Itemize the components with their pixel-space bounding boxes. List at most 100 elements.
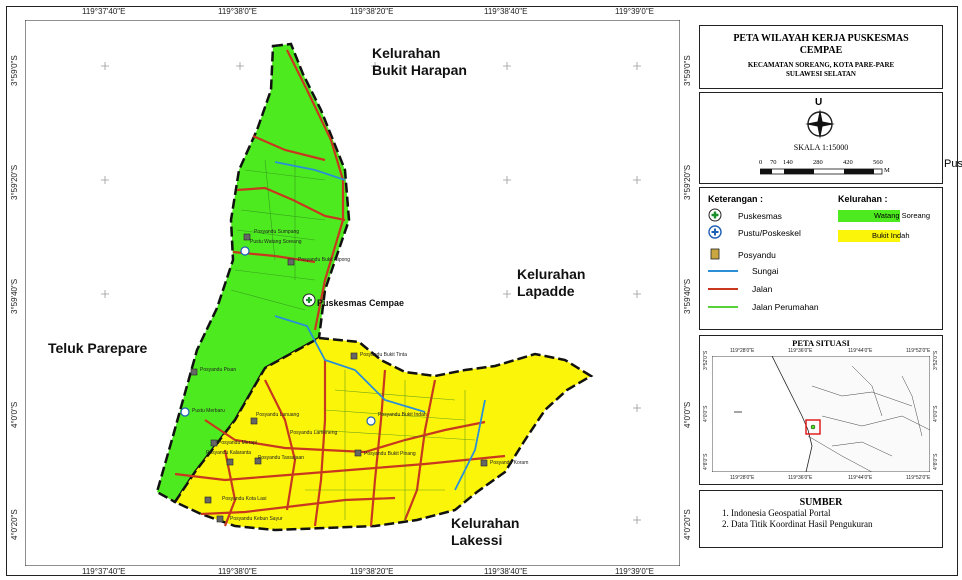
sumber-title: SUMBER [799,497,843,508]
jalan-legend-icon [708,288,738,290]
coord-left-4: 4°0'0"S [10,401,19,428]
label-posyandu: Posyandu Kota Lasi [222,496,267,502]
coord-top-3: 119°38'20"E [350,7,394,16]
legend-keterangan: Keterangan : [708,194,764,204]
scale-panel: U SKALA 1:15000 0 70 140 280 420 560 M [699,92,943,184]
coord-right-1: 3°59'0"S [683,55,692,86]
coord-left-2: 3°59'20"S [10,164,19,200]
coord-left-1: 3°59'0"S [10,55,19,86]
puskesmas-icon [302,293,316,307]
jalan-perumahan-legend-icon [708,306,738,308]
label-posyandu: Posyandu Kalaranta [206,450,252,456]
sumber-panel: SUMBER 1. Indonesia Geospatial Portal 2.… [699,490,943,548]
swatch-bukit-indah [838,230,900,242]
label-bukit-harapan: Kelurahan Bukit Harapan [372,45,467,78]
label-posyandu: Posyandu Koram [490,460,529,466]
scale-tick-560: 560 [873,159,883,166]
main-map [25,20,680,566]
coord-bottom-3: 119°38'20"E [350,567,394,576]
legend-bukit-indah: Bukit Indah [872,231,910,240]
puskesmas-legend-icon [708,208,722,222]
scale-tick-140: 140 [783,159,793,166]
legend-jalan-perumahan: Jalan Perumahan [752,302,819,312]
title-panel: PETA WILAYAH KERJA PUSKESMAS CEMPAE KECAM… [699,25,943,89]
legend-panel: Keterangan : Kelurahan : Puskesmas Pustu… [699,187,943,330]
label-puskesmas-cempae: Puskesmas Cempae [317,298,405,308]
north-label: U [815,97,823,108]
label-posyandu: Posyandu Pisan [200,367,237,373]
label-posyandu: Posyandu Lanuang [256,412,300,418]
situasi-bottom-3: 119°44'0"E [848,475,873,481]
coord-right-3: 3°59'40"S [683,278,692,314]
coord-top-1: 119°37'40"E [82,7,126,16]
coord-top-5: 119°39'0"E [615,7,655,16]
label-posyandu: Posyandu Bukit Indah [378,412,427,418]
scale-tick-280: 280 [813,159,823,166]
scale-tick-70: 70 [770,159,777,166]
label-teluk-parepare: Teluk Parepare [48,340,148,356]
legend-jalan: Jalan [752,284,773,294]
label-posyandu: Posyandu Bukit Nipong [298,257,350,263]
pustu-legend-icon [708,225,722,239]
situasi-right-3: 4°8'0"S [933,453,939,470]
coord-bottom-5: 119°39'0"E [615,567,655,576]
situasi-right-1: 3°52'0"S [933,350,939,370]
situasi-bottom-2: 119°36'0"E [788,475,813,481]
grid-crosses [101,62,641,524]
situasi-right-2: 4°0'0"S [933,405,939,422]
coord-right-4: 4°0'0"S [683,401,692,428]
label-posyandu: Posyandu Merapi [218,440,257,446]
pustu-icons [180,246,376,426]
label-posyandu: Posyandu Bukit Pinang [364,451,416,457]
legend-kelurahan: Kelurahan : [838,194,888,204]
sungai-legend-icon [708,270,738,272]
label-lapadde: Kelurahan Lapadde [517,266,586,299]
situasi-top-1: 119°28'0"E [730,348,755,354]
situasi-left-3: 4°8'0"S [703,453,709,470]
overflow-text: Pus [944,158,962,170]
coord-right-2: 3°59'20"S [683,164,692,200]
coord-right-5: 4°0'20"S [683,509,692,540]
sumber-item: 1. Indonesia Geospatial Portal [722,508,831,518]
situasi-bottom-1: 119°28'0"E [730,475,755,481]
label-posyandu: Posyandu Lameneng [290,430,338,436]
scale-tick-0: 0 [759,159,763,166]
rivers [274,161,486,491]
label-lakessi: Kelurahan Lakessi [451,515,520,548]
label-posyandu: Posyandu Bukit Tinta [360,352,407,358]
label-pustu: Pustu Merbaru [192,408,225,414]
situasi-top-4: 119°52'0"E [906,348,931,354]
map-subtitle: KECAMATAN SOREANG, KOTA PARE-PARE SULAWES… [747,61,895,78]
coord-bottom-4: 119°38'40"E [484,567,528,576]
sumber-item: 2. Data Titik Koordinat Hasil Pengukuran [722,519,873,529]
legend-pustu: Pustu/Poskeskel [738,228,801,238]
label-posyandu: Posyandu Sumpang [254,229,300,235]
label-posyandu: Posyandu Tassajaan [258,455,305,461]
coord-left-5: 4°0'20"S [10,509,19,540]
jalan-perumahan [230,159,476,520]
map-title: PETA WILAYAH KERJA PUSKESMAS CEMPAE [733,33,909,56]
scale-tick-420: 420 [843,159,853,166]
posyandu-legend-icon [710,248,720,260]
coord-bottom-2: 119°38'0"E [218,567,258,576]
compass-icon [805,109,835,139]
situasi-title: PETA SITUASI [792,338,850,348]
scale-bar [760,168,883,175]
legend-sungai: Sungai [752,266,779,276]
situasi-map [712,356,930,472]
situasi-bottom-4: 119°52'0"E [906,475,931,481]
situasi-top-2: 119°36'0"E [788,348,813,354]
legend-posyandu: Posyandu [738,250,776,260]
situasi-left-2: 4°0'0"S [703,405,709,422]
label-pustu: Pustu Watang Soreang [250,239,302,245]
situasi-left-1: 3°52'0"S [703,350,709,370]
legend-puskesmas: Puskesmas [738,211,782,221]
coord-top-4: 119°38'40"E [484,7,528,16]
scale-unit: M [884,167,890,174]
coord-top-2: 119°38'0"E [218,7,258,16]
swatch-watang-soreang [838,210,900,222]
situasi-top-3: 119°44'0"E [848,348,873,354]
coord-bottom-1: 119°37'40"E [82,567,126,576]
coord-left-3: 3°59'40"S [10,278,19,314]
label-posyandu: Posyandu Kebun Sayur [230,516,283,522]
